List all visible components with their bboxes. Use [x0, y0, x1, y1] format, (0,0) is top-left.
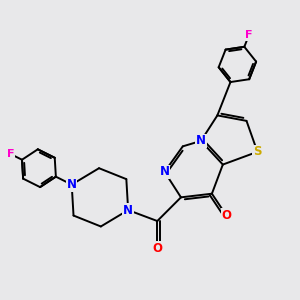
Text: O: O	[221, 209, 232, 222]
Text: F: F	[245, 30, 253, 40]
Text: N: N	[196, 134, 206, 147]
Text: O: O	[152, 242, 162, 255]
Text: F: F	[7, 149, 14, 159]
Text: S: S	[253, 145, 262, 158]
Text: N: N	[123, 204, 133, 217]
Text: N: N	[160, 165, 170, 178]
Text: N: N	[67, 178, 77, 191]
